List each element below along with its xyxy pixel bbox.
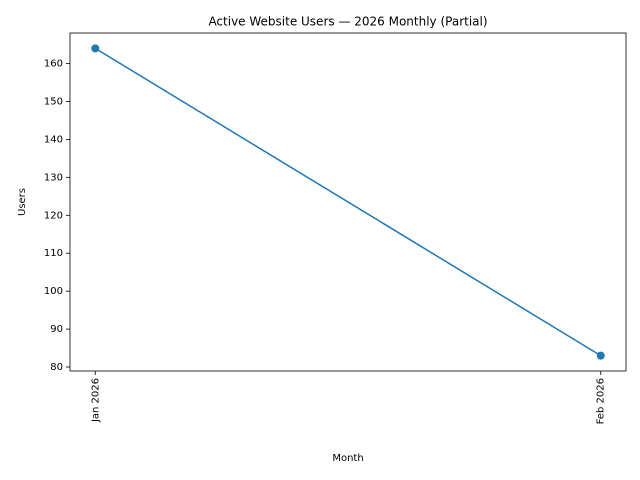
axes-frame [69, 32, 627, 372]
y-tick-label: 150 [44, 96, 63, 107]
x-tick-label: Jan 2026 [90, 378, 101, 423]
y-tick-label: 80 [50, 362, 63, 373]
y-tick-label: 160 [44, 59, 63, 70]
y-tick-label: 100 [44, 286, 63, 297]
y-tick-label: 110 [44, 248, 63, 259]
point [596, 351, 605, 360]
y-tick-label: 130 [44, 172, 63, 183]
x-axis-label: Month [332, 453, 363, 464]
y-axis-label: Users [17, 188, 28, 216]
y-tick-label: 90 [50, 324, 63, 335]
y-tick-label: 120 [44, 210, 63, 221]
point [91, 44, 100, 53]
chart-title: Active Website Users — 2026 Monthly (Par… [208, 15, 487, 29]
x-tick-label: Feb 2026 [596, 378, 607, 424]
y-tick-label: 140 [44, 134, 63, 145]
line [94, 47, 602, 357]
